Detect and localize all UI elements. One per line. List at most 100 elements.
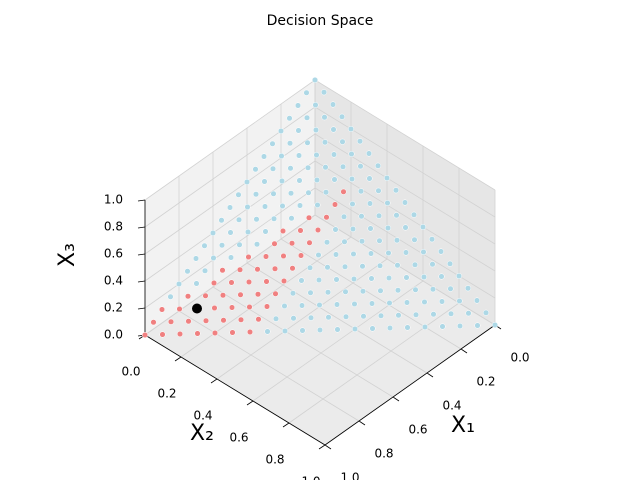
point: [246, 328, 254, 336]
point: [307, 289, 314, 296]
point: [349, 200, 356, 208]
point: [261, 178, 268, 185]
point: [288, 240, 296, 247]
point: [201, 267, 209, 274]
y-tick-label: 0.2: [157, 387, 176, 401]
point: [316, 326, 324, 334]
point: [349, 225, 357, 233]
point: [303, 89, 310, 96]
point: [333, 301, 341, 308]
point: [255, 316, 262, 323]
point: [437, 248, 445, 255]
point: [321, 114, 328, 121]
point: [331, 201, 339, 208]
point: [226, 204, 234, 211]
tick-mark: [210, 378, 218, 384]
point: [288, 215, 295, 222]
grid-line: [216, 258, 388, 380]
point: [253, 216, 260, 223]
point: [438, 298, 446, 305]
point: [270, 190, 277, 197]
point: [311, 76, 319, 84]
point: [324, 264, 331, 271]
z-tick-label: 0.0: [104, 328, 123, 342]
point: [341, 263, 349, 270]
point: [412, 311, 420, 318]
point: [340, 188, 347, 195]
point: [314, 226, 322, 234]
point: [228, 304, 236, 311]
point: [269, 165, 277, 172]
point: [473, 297, 481, 304]
point: [218, 217, 225, 224]
point: [420, 273, 428, 281]
z-tick-label: 0.2: [104, 301, 123, 315]
point: [429, 261, 436, 268]
point: [312, 126, 320, 134]
x-tick-label: 1.0: [340, 471, 359, 480]
point: [402, 224, 409, 231]
point: [356, 138, 364, 145]
point: [375, 212, 383, 219]
tick-mark: [246, 400, 254, 406]
point: [357, 188, 365, 195]
point: [341, 238, 348, 245]
point: [428, 236, 436, 243]
axis-line: [324, 324, 496, 446]
x-tick-label: 0.4: [442, 399, 461, 413]
point: [447, 310, 455, 317]
point: [321, 139, 329, 146]
point: [368, 300, 376, 307]
point: [286, 115, 293, 122]
point: [299, 327, 306, 334]
tick-mark: [426, 372, 434, 378]
point: [280, 252, 287, 260]
y-tick-label: 0.0: [121, 365, 140, 379]
point: [394, 287, 402, 294]
point: [289, 290, 297, 297]
point: [411, 236, 418, 243]
point: [315, 276, 323, 284]
point: [456, 322, 464, 330]
grid-line: [144, 106, 316, 228]
tick-mark: [137, 199, 146, 202]
point: [420, 248, 427, 256]
point: [209, 229, 217, 237]
point: [176, 330, 184, 338]
tick-mark: [358, 420, 366, 426]
point: [392, 187, 400, 194]
point: [401, 199, 409, 206]
point: [358, 238, 366, 245]
point: [245, 278, 253, 286]
point: [411, 261, 419, 268]
point: [252, 191, 260, 198]
point: [271, 265, 279, 272]
point: [281, 302, 288, 310]
grid-line: [178, 310, 360, 422]
grid-line: [314, 106, 496, 218]
point: [421, 323, 429, 331]
grid-line: [144, 187, 316, 309]
point: [430, 311, 437, 318]
point: [351, 300, 358, 308]
point: [393, 212, 400, 219]
point: [386, 299, 393, 307]
point: [194, 330, 201, 337]
point: [314, 201, 321, 209]
tick-mark: [392, 396, 400, 402]
point: [236, 266, 244, 273]
point: [491, 321, 499, 329]
point: [330, 126, 337, 133]
point: [150, 319, 157, 326]
point: [167, 293, 174, 300]
point: [202, 317, 210, 324]
grid-line: [314, 187, 496, 299]
point: [210, 279, 218, 287]
point: [227, 229, 234, 236]
point: [323, 239, 331, 246]
point: [330, 151, 338, 158]
point: [219, 267, 226, 274]
grid-line: [144, 160, 316, 282]
point: [294, 102, 302, 109]
